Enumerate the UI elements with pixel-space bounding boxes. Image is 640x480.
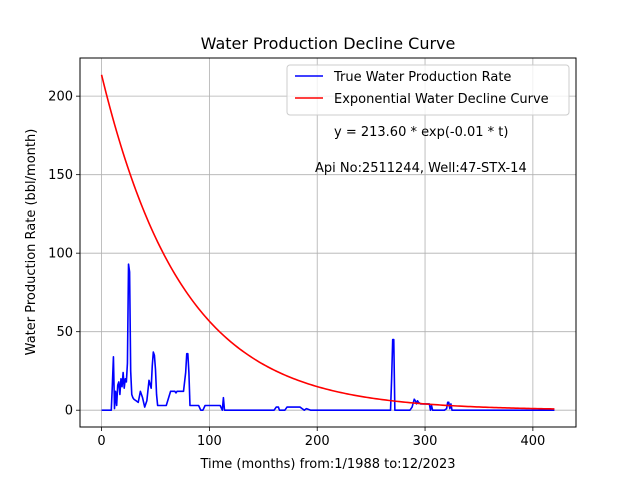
series-exponential-water-decline-curve bbox=[100, 74, 555, 410]
legend: True Water Production Rate Exponential W… bbox=[286, 64, 570, 116]
y-tick-label: 0 bbox=[65, 404, 73, 419]
x-tick-label: 300 bbox=[413, 434, 438, 449]
legend-label-exp-curve: Exponential Water Decline Curve bbox=[334, 92, 549, 107]
legend-label-true-rate: True Water Production Rate bbox=[333, 70, 511, 85]
y-tick-label: 100 bbox=[48, 247, 73, 262]
x-tick-label: 100 bbox=[197, 434, 222, 449]
y-tick-label: 200 bbox=[48, 90, 73, 105]
y-tick-label: 150 bbox=[48, 168, 73, 183]
x-axis-label: Time (months) from:1/1988 to:12/2023 bbox=[199, 457, 455, 472]
equation-annotation: y = 213.60 * exp(-0.01 * t) bbox=[334, 125, 508, 140]
chart-title: Water Production Decline Curve bbox=[201, 34, 456, 53]
y-tick-label: 50 bbox=[56, 325, 73, 340]
axis-ticks: 0 100 200 300 400 0 50 100 150 200 bbox=[48, 90, 545, 449]
y-axis-label: Water Production Rate (bbl/month) bbox=[24, 129, 39, 356]
series-layer bbox=[100, 74, 555, 412]
x-tick-label: 400 bbox=[520, 434, 545, 449]
series-true-water-production-rate bbox=[101, 263, 555, 412]
legend-box bbox=[286, 64, 570, 116]
x-tick-label: 0 bbox=[97, 434, 105, 449]
well-annotation: Api No:2511244, Well:47-STX-14 bbox=[315, 161, 527, 176]
plot-frame bbox=[79, 57, 577, 428]
x-tick-label: 200 bbox=[305, 434, 330, 449]
